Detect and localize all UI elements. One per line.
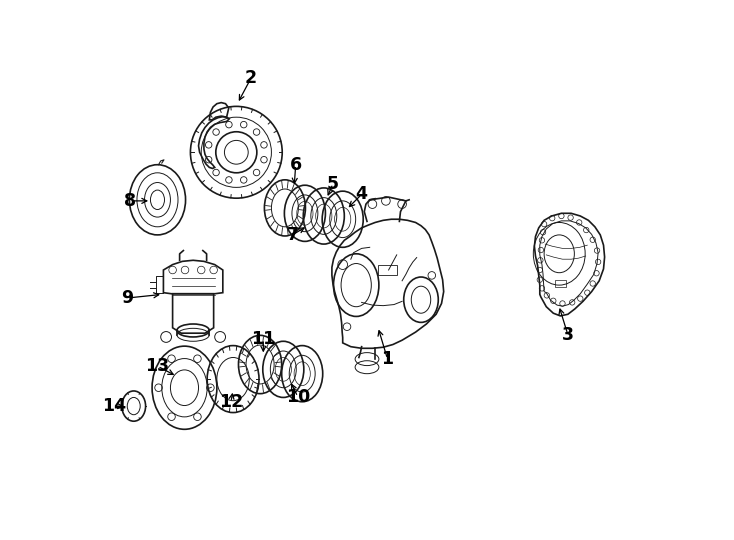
- Text: 7: 7: [286, 226, 299, 244]
- Text: 4: 4: [355, 185, 368, 204]
- Text: 2: 2: [245, 69, 257, 87]
- Text: 12: 12: [219, 393, 243, 411]
- Text: 10: 10: [286, 388, 310, 406]
- Text: 8: 8: [125, 192, 137, 210]
- Text: 1: 1: [382, 350, 393, 368]
- Text: 5: 5: [327, 174, 339, 193]
- Text: 13: 13: [145, 357, 170, 375]
- Text: 6: 6: [290, 156, 302, 174]
- Text: 11: 11: [251, 330, 275, 348]
- Text: 3: 3: [562, 326, 574, 344]
- Text: 9: 9: [120, 289, 133, 307]
- Text: 14: 14: [102, 397, 126, 415]
